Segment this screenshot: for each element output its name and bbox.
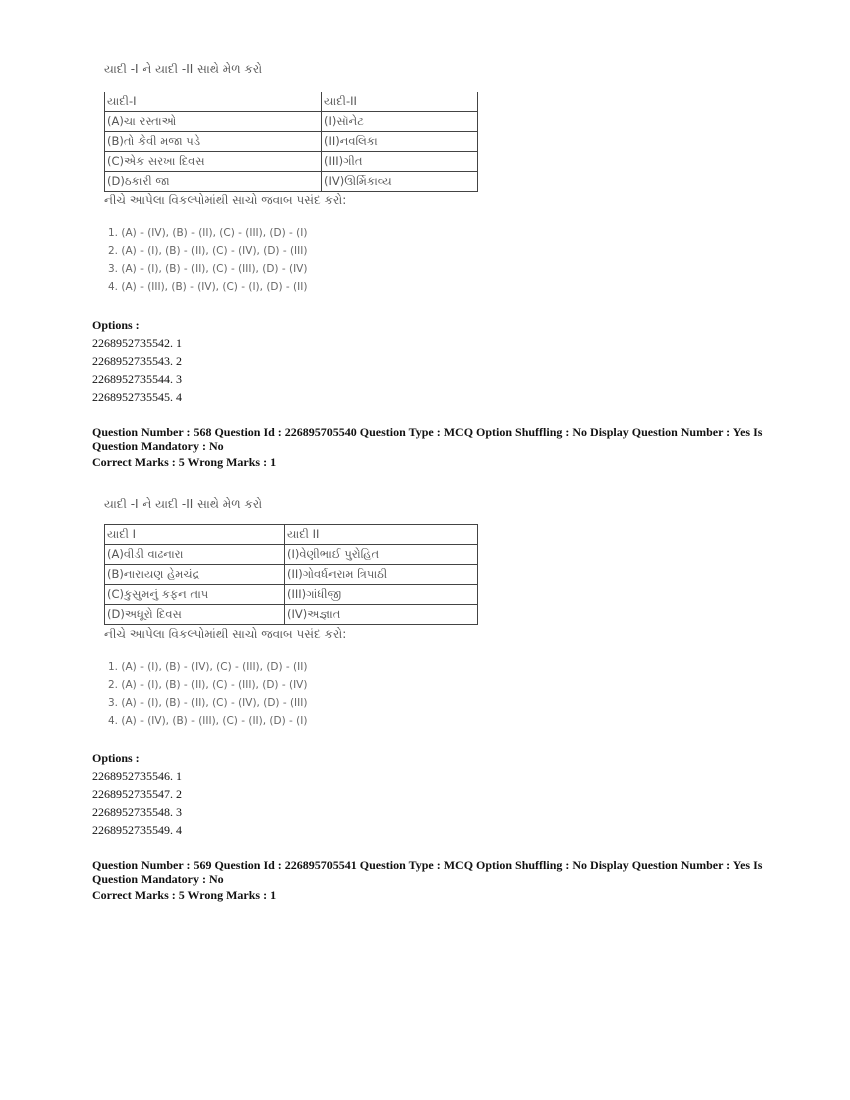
table-cell: (IV)અજ્ઞાત [284,604,478,625]
choice-item: 2. (A) - (I), (B) - (II), (C) - (IV), (D… [108,245,308,257]
option-item: 2268952735547. 2 [92,787,182,801]
table-row: (C)કુસુમનું કફન તાપ (III)ગાંધીજી [104,584,478,605]
table-cell: (D)ઠકારી જા [104,171,322,192]
table-cell: (C)કુસુમનું કફન તાપ [104,584,285,605]
choice-item: 1. (A) - (I), (B) - (IV), (C) - (III), (… [108,661,308,673]
question-header: Question Number : 569 Question Id : 2268… [92,858,762,902]
table-cell: (II)નવલિકા [321,131,478,152]
choice-item: 3. (A) - (I), (B) - (II), (C) - (III), (… [108,263,308,275]
option-item: 2268952735549. 4 [92,823,182,837]
table-cell: (I)વેણીભાઈ પુરોહિત [284,544,478,565]
question-meta: Question Number : 568 Question Id : 2268… [92,425,763,439]
option-item: 2268952735544. 3 [92,372,182,386]
option-item: 2268952735545. 4 [92,390,182,404]
match-table: યાદી I યાદી II (A)વીડી વાઢનારા (I)વેણીભાઈ … [104,524,478,625]
table-row: (A)વીડી વાઢનારા (I)વેણીભાઈ પુરોહિત [104,544,478,565]
table-cell: (IV)ઊર્મિકાવ્ય [321,171,478,192]
question-meta: Question Number : 569 Question Id : 2268… [92,858,763,872]
choices-list: 1. (A) - (I), (B) - (IV), (C) - (III), (… [108,658,307,730]
table-row: (B)નારાયણ હેમચંદ્ર (II)ગોવર્ધનરામ ત્રિપાઠ… [104,564,478,585]
match-table: યાદી-I યાદી-II (A)ચા રસ્તાઓ (I)સૉનેટ (B)તો… [104,92,478,192]
options-label: Options : [92,751,140,765]
table-header: યાદી-I [104,92,322,112]
table-row: (C)એક સરખા દિવસ (III)ગીત [104,151,478,172]
choice-item: 4. (A) - (IV), (B) - (III), (C) - (II), … [108,715,308,727]
question-header: Question Number : 568 Question Id : 2268… [92,425,762,469]
question-marks: Correct Marks : 5 Wrong Marks : 1 [92,455,277,469]
table-cell: (A)ચા રસ્તાઓ [104,111,322,132]
option-item: 2268952735546. 1 [92,769,182,783]
choice-item: 3. (A) - (I), (B) - (II), (C) - (IV), (D… [108,697,308,709]
table-cell: (D)અધૂરો દિવસ [104,604,285,625]
table-header: યાદી I [104,524,285,545]
table-cell: (B)તો કેવી મજા પડે [104,131,322,152]
option-item: 2268952735548. 3 [92,805,182,819]
table-row: (D)અધૂરો દિવસ (IV)અજ્ઞાત [104,604,478,625]
table-header-row: યાદી I યાદી II [104,524,478,545]
table-header: યાદી II [284,524,478,545]
options-block: Options : 2268952735546. 1 2268952735547… [92,749,182,839]
choice-item: 4. (A) - (III), (B) - (IV), (C) - (I), (… [108,281,308,293]
question-title: યાદી -I ને યાદી -II સાથે મેળ કરો [104,497,263,511]
table-row: (B)તો કેવી મજા પડે (II)નવલિકા [104,131,478,152]
table-cell: (III)ગાંધીજી [284,584,478,605]
option-item: 2268952735542. 1 [92,336,182,350]
table-cell: (I)સૉનેટ [321,111,478,132]
table-header: યાદી-II [321,92,478,112]
instruction: નીચે આપેલા વિકલ્પોમાંથી સાચો જવાબ પસંદ ક… [104,193,347,207]
choice-item: 2. (A) - (I), (B) - (II), (C) - (III), (… [108,679,308,691]
table-row: (A)ચા રસ્તાઓ (I)સૉનેટ [104,111,478,132]
question-mandatory: Question Mandatory : No [92,439,224,453]
choice-item: 1. (A) - (IV), (B) - (II), (C) - (III), … [108,227,308,239]
option-item: 2268952735543. 2 [92,354,182,368]
table-cell: (C)એક સરખા દિવસ [104,151,322,172]
options-block: Options : 2268952735542. 1 2268952735543… [92,316,182,406]
table-cell: (III)ગીત [321,151,478,172]
table-cell: (A)વીડી વાઢનારા [104,544,285,565]
instruction: નીચે આપેલા વિકલ્પોમાંથી સાચો જવાબ પસંદ ક… [104,627,347,641]
table-row: (D)ઠકારી જા (IV)ઊર્મિકાવ્ય [104,171,478,192]
question-title: યાદી -I ને યાદી -II સાથે મેળ કરો [104,62,263,76]
question-mandatory: Question Mandatory : No [92,872,224,886]
choices-list: 1. (A) - (IV), (B) - (II), (C) - (III), … [108,224,307,296]
options-label: Options : [92,318,140,332]
table-header-row: યાદી-I યાદી-II [104,92,478,112]
question-marks: Correct Marks : 5 Wrong Marks : 1 [92,888,277,902]
table-cell: (B)નારાયણ હેમચંદ્ર [104,564,285,585]
table-cell: (II)ગોવર્ધનરામ ત્રિપાઠી [284,564,478,585]
